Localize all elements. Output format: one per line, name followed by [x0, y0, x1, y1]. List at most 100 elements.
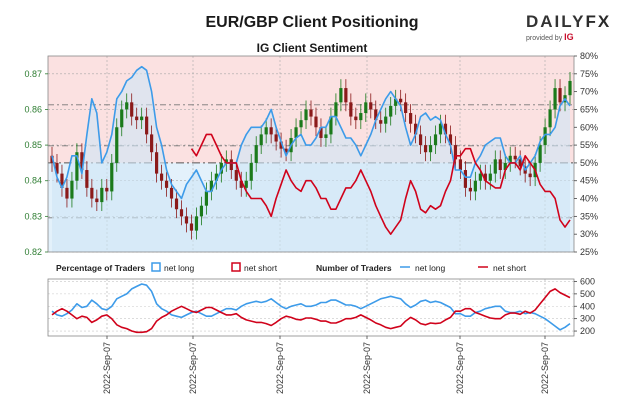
candle-body — [423, 145, 428, 153]
candle-body — [259, 134, 263, 146]
candle — [130, 93, 134, 126]
candle-body — [219, 162, 223, 174]
chart-title: EUR/GBP Client Positioning — [205, 14, 419, 31]
candle-body — [284, 148, 288, 153]
candle-body — [65, 187, 69, 199]
candle-body — [234, 170, 238, 181]
candle-body — [194, 216, 199, 231]
candle-body — [224, 159, 228, 163]
bottom-frame-rect — [47, 278, 575, 337]
candle — [284, 139, 288, 162]
candle-body — [359, 113, 363, 121]
candle — [154, 143, 159, 183]
percent-axis: 25% 30% 35% 40% 45% 50% 55% 60% 65% 70% 75% 80% — [574, 51, 598, 257]
candle-body — [60, 173, 64, 188]
candle — [344, 79, 348, 112]
candle-body — [279, 141, 283, 149]
candle-body — [145, 116, 149, 135]
candle — [513, 146, 517, 169]
candle-body — [184, 216, 189, 224]
candle-body — [344, 88, 348, 103]
date-tick-label-0: 2022-Sep-07 — [102, 342, 112, 394]
candle-body — [80, 152, 84, 171]
percent-tick-label-10: 75% — [580, 69, 598, 79]
candle — [468, 178, 472, 201]
candle-body — [199, 205, 204, 217]
candle-body — [299, 120, 303, 128]
candle-body — [334, 102, 338, 117]
candle — [359, 104, 363, 130]
logo-provided-text: provided by — [526, 35, 563, 42]
candle — [299, 111, 303, 137]
candle-body — [164, 180, 169, 188]
net-short-pct-line — [190, 133, 571, 235]
candle — [85, 161, 89, 197]
candle-body — [140, 116, 144, 121]
dailyfx-logo: DAILYFX provided by IG — [526, 12, 609, 46]
candle-body — [274, 134, 278, 142]
price-tick-label-0: 0.82 — [24, 247, 42, 257]
candle — [259, 125, 263, 154]
bottom-plot-frame — [47, 278, 575, 337]
candle-body — [239, 180, 243, 188]
candle — [493, 150, 497, 183]
candle-body — [409, 113, 413, 124]
candle — [334, 93, 338, 126]
candle-body — [369, 102, 373, 110]
candle-body — [55, 162, 59, 174]
date-tick-label-5: 2022-Sep-07 — [540, 342, 550, 394]
candle-body — [349, 102, 353, 117]
candle — [219, 154, 223, 183]
candle-body — [159, 173, 164, 181]
logo-brand-right: FX — [585, 12, 612, 31]
candle — [229, 150, 233, 179]
candle-body — [389, 105, 393, 117]
trader-count-lines — [51, 283, 571, 334]
candle-body — [548, 109, 552, 128]
candle-body — [204, 191, 209, 206]
candle-body — [413, 123, 418, 135]
count-tick-label-1: 300 — [580, 314, 595, 324]
percent-tick-label-3: 40% — [580, 194, 598, 204]
count-tick-label-3: 500 — [580, 289, 595, 299]
candle-body — [70, 180, 74, 199]
candle-body — [319, 127, 323, 138]
candle — [433, 125, 438, 154]
price-tick-label-1: 0.83 — [24, 211, 42, 221]
percent-tick-label-1: 30% — [580, 229, 598, 239]
candle — [294, 118, 298, 147]
candle — [329, 107, 333, 144]
price-candles — [50, 72, 572, 240]
net-short-count-line — [51, 288, 571, 334]
candle-body — [568, 80, 572, 96]
count-tick-label-2: 400 — [580, 301, 595, 311]
candle-body — [498, 159, 502, 171]
candle — [339, 79, 343, 112]
price-tick-label-2: 0.84 — [24, 176, 42, 186]
candle — [214, 164, 218, 190]
candle-body — [518, 159, 522, 167]
candle — [125, 93, 129, 119]
candle — [309, 100, 313, 126]
candle — [239, 171, 243, 197]
candle-body — [558, 88, 562, 103]
candle — [404, 93, 408, 122]
candle — [105, 178, 109, 201]
candle-body — [354, 116, 358, 121]
candle — [75, 143, 79, 190]
candle — [528, 164, 532, 187]
chart-subtitle: IG Client Sentiment — [256, 41, 368, 55]
candle-body — [508, 155, 512, 163]
candle — [548, 100, 552, 137]
candle — [100, 178, 104, 212]
candle-body — [100, 187, 104, 203]
candle — [150, 125, 154, 162]
candle-body — [543, 127, 547, 146]
candle — [194, 207, 199, 240]
candle — [314, 107, 318, 137]
candle — [384, 107, 388, 133]
candle — [209, 171, 213, 201]
candle — [369, 93, 373, 119]
count-tick-label-0: 200 — [580, 326, 595, 336]
